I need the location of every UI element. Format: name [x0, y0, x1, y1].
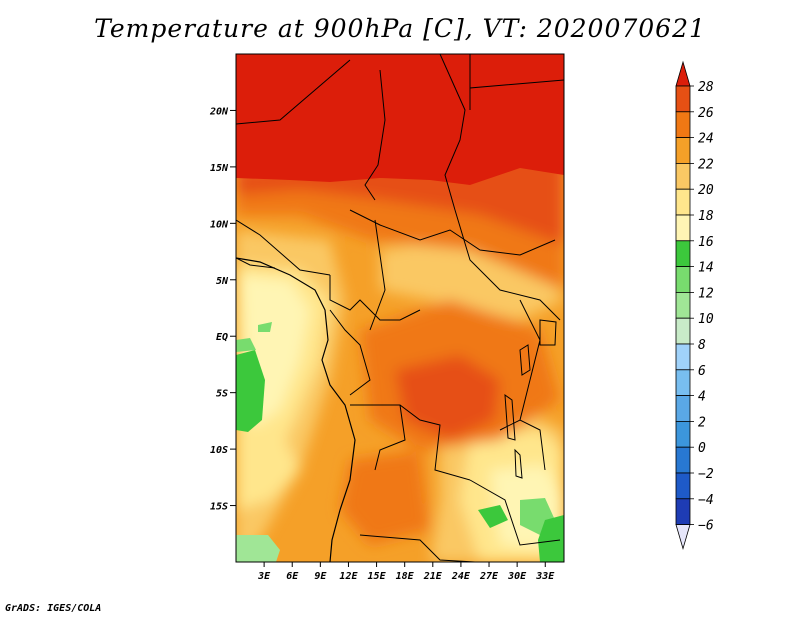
x-tick-label: 15E: [368, 571, 387, 582]
colorbar-label: 4: [698, 390, 706, 405]
coastline: [236, 257, 356, 562]
y-tick-label: 20N: [209, 106, 229, 117]
colorbar-swatch: [675, 498, 691, 525]
colorbar-label: 0: [698, 441, 706, 456]
lakes: [504, 319, 557, 479]
x-tick-label: 30E: [507, 571, 527, 582]
colorbar-top-triangle: [675, 60, 691, 87]
x-axis: 3E 6E 9E 12E 15E 18E 21E 24E 27E 30E 33E: [257, 562, 555, 582]
x-tick-label: 9E: [314, 571, 327, 582]
colorbar-swatch: [675, 111, 691, 139]
colorbar-swatch: [675, 266, 691, 293]
colorbar-label: −4: [698, 493, 714, 508]
colorbar-label: 28: [698, 80, 714, 95]
chart-title: Temperature at 900hPa [C], VT: 202007062…: [94, 14, 706, 43]
colorbar-bottom-triangle: [675, 524, 691, 551]
x-tick-label: 33E: [535, 571, 555, 582]
x-tick-label: 6E: [286, 571, 299, 582]
y-tick-label: 10N: [210, 219, 229, 230]
field-sw-18: [236, 420, 300, 510]
colorbar-label: 24: [698, 132, 714, 147]
colorbar-swatch: [675, 188, 691, 216]
colorbar-swatch: [675, 317, 691, 345]
colorbar-label: −2: [698, 467, 714, 482]
y-tick-label: 10S: [210, 445, 228, 456]
colorbar-label: 12: [698, 286, 714, 301]
field-green-se1: [478, 505, 508, 528]
y-tick-label: 15S: [210, 502, 228, 513]
x-tick-label: 21E: [423, 571, 443, 582]
x-tick-label: 18E: [396, 571, 415, 582]
temperature-field: [236, 54, 564, 562]
field-green-gabon: [236, 350, 265, 432]
colorbar-swatch: [675, 240, 691, 268]
colorbar-label: 20: [698, 183, 714, 198]
x-tick-label: 12E: [339, 571, 358, 582]
y-axis: 20N 15N 10N 5N EQ 5S 10S 15S: [209, 106, 236, 513]
colorbar-swatch: [675, 214, 691, 242]
y-tick-label: EQ: [216, 332, 228, 343]
map-frame: [235, 53, 565, 563]
y-tick-label: 15N: [210, 163, 229, 174]
colorbar-swatch: [675, 446, 691, 474]
field-green-se3: [538, 515, 564, 562]
country-borders: [236, 54, 564, 562]
colorbar-label: 8: [698, 338, 706, 353]
field-green-sw: [236, 535, 280, 562]
field-green-equator: [258, 322, 272, 332]
field-green-gabon-light: [236, 338, 256, 352]
colorbar-label: 18: [698, 209, 714, 224]
colorbar-label: −6: [698, 519, 714, 534]
colorbar-swatch: [675, 420, 691, 448]
field-north-28: [236, 54, 564, 185]
field-south-24: [340, 450, 430, 545]
y-tick-label: 5S: [216, 389, 228, 400]
field-center-26: [395, 355, 500, 440]
x-tick-label: 24E: [451, 571, 471, 582]
colorbar-swatch: [675, 291, 691, 319]
x-tick-label: 27E: [479, 571, 499, 582]
colorbar-label: 22: [698, 157, 714, 172]
colorbar-swatch: [675, 395, 691, 422]
colorbar-label: 26: [698, 106, 714, 121]
colorbar-label: 10: [698, 312, 714, 327]
grads-credit: GrADS: IGES/COLA: [5, 603, 102, 614]
y-tick-label: 5N: [216, 276, 229, 287]
colorbar-swatch: [675, 85, 691, 113]
colorbar-swatch: [675, 137, 691, 164]
colorbar-swatch: [675, 162, 691, 190]
colorbar-swatch: [675, 369, 691, 396]
x-tick-label: 3E: [257, 571, 271, 582]
colorbar-label: 6: [698, 364, 706, 379]
colorbar-swatch: [675, 472, 691, 500]
colorbar-label: 14: [698, 261, 714, 276]
colorbar-label: 16: [698, 235, 714, 250]
colorbar-label: 2: [698, 415, 706, 430]
colorbar-swatch: [675, 343, 691, 371]
